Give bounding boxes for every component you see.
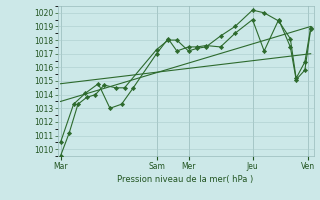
X-axis label: Pression niveau de la mer( hPa ): Pression niveau de la mer( hPa ) [117, 175, 254, 184]
